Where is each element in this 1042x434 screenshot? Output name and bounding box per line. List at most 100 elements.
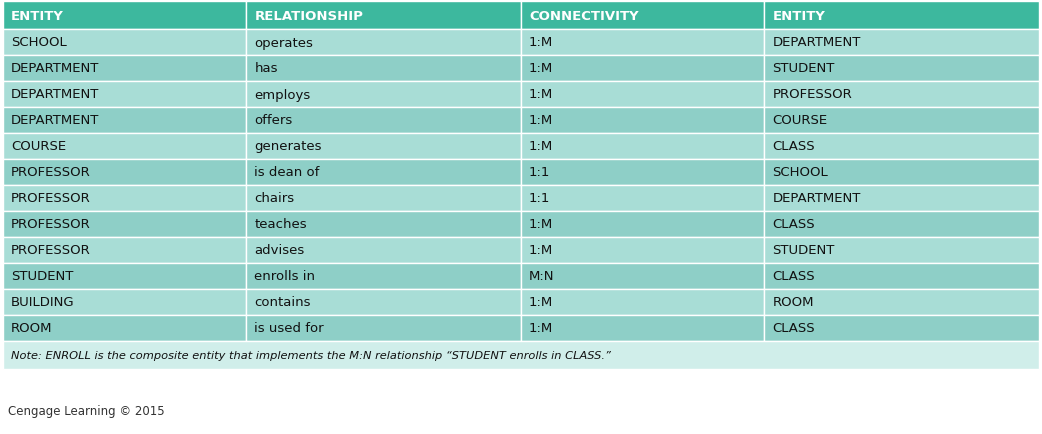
Text: STUDENT: STUDENT	[11, 270, 73, 283]
Text: PROFESSOR: PROFESSOR	[772, 88, 852, 101]
Bar	[247, 237, 521, 263]
Bar	[765, 108, 1039, 134]
Bar	[765, 160, 1039, 186]
Bar	[3, 211, 247, 237]
Bar	[247, 263, 521, 289]
Text: contains: contains	[254, 296, 311, 309]
Bar	[521, 134, 765, 160]
Text: RELATIONSHIP: RELATIONSHIP	[254, 10, 364, 23]
Bar	[765, 289, 1039, 315]
Bar	[3, 186, 247, 211]
Text: 1:M: 1:M	[529, 296, 553, 309]
Bar	[247, 315, 521, 341]
Bar	[247, 2, 521, 30]
Bar	[247, 289, 521, 315]
Text: DEPARTMENT: DEPARTMENT	[11, 62, 99, 76]
Text: is dean of: is dean of	[254, 166, 320, 179]
Text: 1:M: 1:M	[529, 218, 553, 231]
Bar	[3, 315, 247, 341]
Text: M:N: M:N	[529, 270, 554, 283]
Bar	[765, 186, 1039, 211]
Bar	[521, 160, 765, 186]
Bar	[3, 289, 247, 315]
Text: SCHOOL: SCHOOL	[11, 36, 67, 49]
Text: CLASS: CLASS	[772, 322, 815, 335]
Bar	[765, 315, 1039, 341]
Text: PROFESSOR: PROFESSOR	[11, 244, 91, 257]
Bar	[765, 56, 1039, 82]
Bar	[247, 56, 521, 82]
Bar	[247, 211, 521, 237]
Bar	[521, 56, 765, 82]
Text: ROOM: ROOM	[11, 322, 52, 335]
Text: 1:M: 1:M	[529, 140, 553, 153]
Text: PROFESSOR: PROFESSOR	[11, 192, 91, 205]
Text: CLASS: CLASS	[772, 270, 815, 283]
Text: 1:M: 1:M	[529, 62, 553, 76]
Text: 1:M: 1:M	[529, 114, 553, 127]
Bar	[521, 237, 765, 263]
Bar	[521, 108, 765, 134]
Text: is used for: is used for	[254, 322, 324, 335]
Text: COURSE: COURSE	[772, 114, 827, 127]
Bar	[521, 263, 765, 289]
Bar	[3, 2, 247, 30]
Bar	[521, 289, 765, 315]
Bar	[247, 108, 521, 134]
Text: CLASS: CLASS	[772, 140, 815, 153]
Bar	[247, 160, 521, 186]
Bar	[521, 30, 765, 56]
Text: chairs: chairs	[254, 192, 295, 205]
Text: 1:1: 1:1	[529, 192, 550, 205]
Bar	[3, 30, 247, 56]
Bar	[765, 237, 1039, 263]
Text: DEPARTMENT: DEPARTMENT	[11, 114, 99, 127]
Text: ENTITY: ENTITY	[11, 10, 64, 23]
Text: PROFESSOR: PROFESSOR	[11, 218, 91, 231]
Text: 1:M: 1:M	[529, 36, 553, 49]
Text: 1:M: 1:M	[529, 322, 553, 335]
Text: offers: offers	[254, 114, 293, 127]
Text: ROOM: ROOM	[772, 296, 814, 309]
Text: PROFESSOR: PROFESSOR	[11, 166, 91, 179]
Text: generates: generates	[254, 140, 322, 153]
Text: DEPARTMENT: DEPARTMENT	[11, 88, 99, 101]
Text: ENTITY: ENTITY	[772, 10, 825, 23]
Text: advises: advises	[254, 244, 304, 257]
Bar	[521, 315, 765, 341]
Text: DEPARTMENT: DEPARTMENT	[772, 36, 861, 49]
Bar	[3, 160, 247, 186]
Bar	[521, 211, 765, 237]
Bar	[521, 186, 765, 211]
Bar	[521, 2, 765, 30]
Bar	[3, 341, 1039, 369]
Text: 1:1: 1:1	[529, 166, 550, 179]
Bar	[247, 134, 521, 160]
Bar	[3, 134, 247, 160]
Text: STUDENT: STUDENT	[772, 244, 835, 257]
Bar	[3, 82, 247, 108]
Text: employs: employs	[254, 88, 311, 101]
Text: CLASS: CLASS	[772, 218, 815, 231]
Bar	[765, 30, 1039, 56]
Bar	[247, 30, 521, 56]
Text: teaches: teaches	[254, 218, 307, 231]
Text: operates: operates	[254, 36, 314, 49]
Text: has: has	[254, 62, 278, 76]
Bar	[3, 237, 247, 263]
Text: DEPARTMENT: DEPARTMENT	[772, 192, 861, 205]
Text: Note: ENROLL is the composite entity that implements the M:N relationship “STUDE: Note: ENROLL is the composite entity tha…	[11, 350, 611, 360]
Text: Cengage Learning © 2015: Cengage Learning © 2015	[8, 404, 165, 417]
Bar	[3, 263, 247, 289]
Text: BUILDING: BUILDING	[11, 296, 75, 309]
Bar	[765, 2, 1039, 30]
Bar	[247, 82, 521, 108]
Bar	[765, 211, 1039, 237]
Bar	[765, 82, 1039, 108]
Bar	[765, 134, 1039, 160]
Bar	[3, 56, 247, 82]
Text: COURSE: COURSE	[11, 140, 66, 153]
Bar	[765, 263, 1039, 289]
Text: CONNECTIVITY: CONNECTIVITY	[529, 10, 639, 23]
Text: 1:M: 1:M	[529, 88, 553, 101]
